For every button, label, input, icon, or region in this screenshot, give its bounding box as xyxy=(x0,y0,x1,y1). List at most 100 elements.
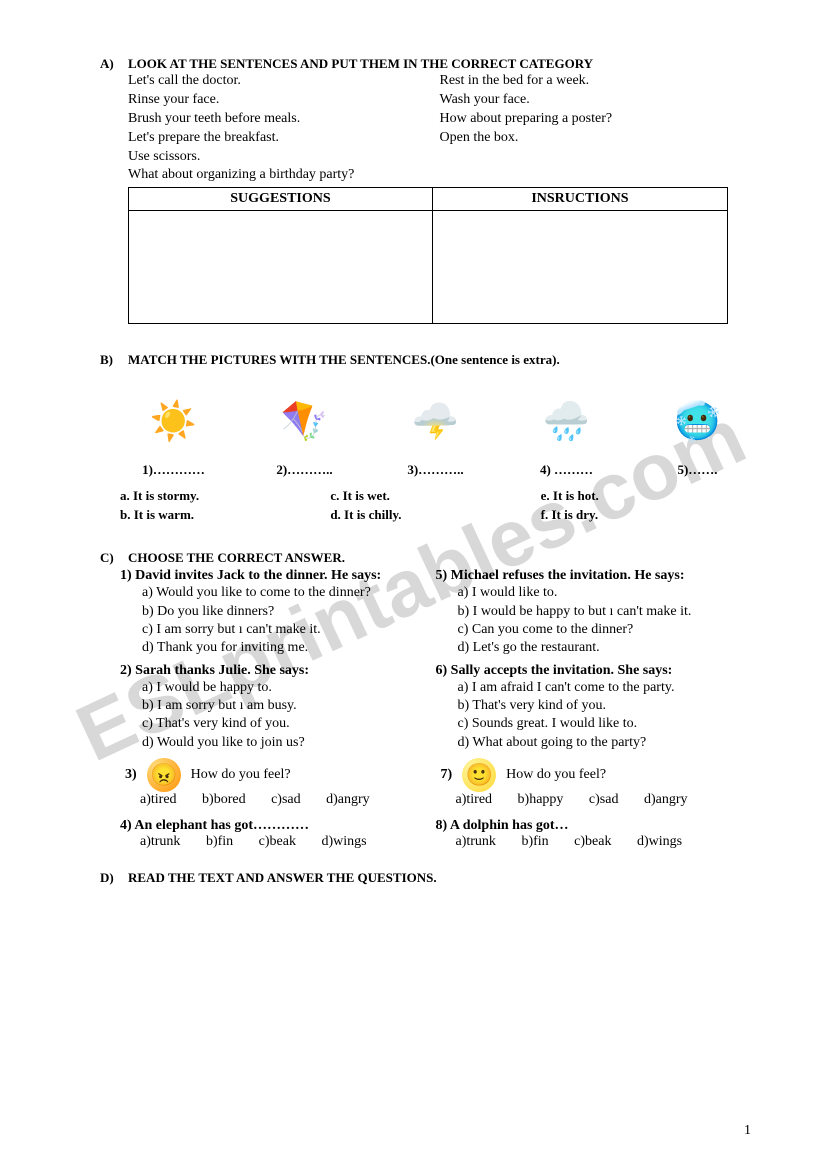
q8-stem: 8) A dolphin has got… xyxy=(436,818,752,834)
q6-b: b) That's very kind of you. xyxy=(458,697,752,715)
section-c-header: C)CHOOSE THE CORRECT ANSWER. xyxy=(100,550,751,566)
section-d-header: D)READ THE TEXT AND ANSWER THE QUESTIONS… xyxy=(100,870,751,886)
sentence: What about organizing a birthday party? xyxy=(128,166,440,185)
picture-3: 🌩️ 3)……….. xyxy=(382,382,489,478)
picture-2: 🪁 2)……….. xyxy=(251,382,358,478)
question-1: 1) David invites Jack to the dinner. He … xyxy=(120,568,436,657)
q6-c: c) Sounds great. I would like to. xyxy=(458,715,752,733)
sentence: Use scissors. xyxy=(128,148,440,167)
sentence: Open the box. xyxy=(440,129,752,148)
q1-a: a) Would you like to come to the dinner? xyxy=(142,584,436,602)
section-b-header: B)MATCH THE PICTURES WITH THE SENTENCES.… xyxy=(100,352,751,368)
q8-c: c)beak xyxy=(574,834,611,849)
question-8: 8) A dolphin has got… a)trunk b)fin c)be… xyxy=(436,818,752,850)
q2-c: c) That's very kind of you. xyxy=(142,715,436,733)
q3-d: d)angry xyxy=(326,792,370,807)
q7-a: a)tired xyxy=(456,792,493,807)
section-a-label: A) xyxy=(100,56,128,72)
questions-columns: 1) David invites Jack to the dinner. He … xyxy=(120,568,751,856)
section-b-title: MATCH THE PICTURES WITH THE SENTENCES.(O… xyxy=(128,352,560,367)
option-d: d. It is chilly. xyxy=(330,507,540,523)
option-a: a. It is stormy. xyxy=(120,488,330,504)
happy-face-icon: 🙂 xyxy=(462,758,496,792)
option-c: c. It is wet. xyxy=(330,488,540,504)
q3-a: a)tired xyxy=(140,792,177,807)
q2-stem: 2) Sarah thanks Julie. She says: xyxy=(120,663,436,679)
q3-c: c)sad xyxy=(271,792,301,807)
option-e: e. It is hot. xyxy=(541,488,751,504)
sentence: Wash your face. xyxy=(440,91,752,110)
question-5: 5) Michael refuses the invitation. He sa… xyxy=(436,568,752,657)
q3-b: b)bored xyxy=(202,792,246,807)
sun-icon: ☀️ xyxy=(124,382,224,462)
option-f: f. It is dry. xyxy=(541,507,751,523)
q7-d: d)angry xyxy=(644,792,688,807)
questions-right: 5) Michael refuses the invitation. He sa… xyxy=(436,568,752,856)
picture-5-label: 5)……. xyxy=(644,462,751,478)
q3-num: 3) xyxy=(125,767,137,783)
suggestions-cell[interactable] xyxy=(129,211,433,324)
q8-a: a)trunk xyxy=(456,834,496,849)
sentence: How about preparing a poster? xyxy=(440,110,752,129)
q7-b: b)happy xyxy=(518,792,564,807)
q2-a: a) I would be happy to. xyxy=(142,679,436,697)
q2-b: b) I am sorry but ı am busy. xyxy=(142,697,436,715)
q4-stem: 4) An elephant has got………… xyxy=(120,818,436,834)
worksheet-page: A)LOOK AT THE SENTENCES AND PUT THEM IN … xyxy=(0,0,821,916)
q4-a: a)trunk xyxy=(140,834,180,849)
picture-4-label: 4) ……… xyxy=(513,462,620,478)
q3-stem: How do you feel? xyxy=(191,767,291,783)
section-a-header: A)LOOK AT THE SENTENCES AND PUT THEM IN … xyxy=(100,56,751,72)
section-c-label: C) xyxy=(100,550,128,566)
sentence: Let's call the doctor. xyxy=(128,72,440,91)
picture-5: 🥶 5)……. xyxy=(644,382,751,478)
q6-stem: 6) Sally accepts the invitation. She say… xyxy=(436,663,752,679)
q1-stem: 1) David invites Jack to the dinner. He … xyxy=(120,568,436,584)
section-d-label: D) xyxy=(100,870,128,886)
sentence: Rinse your face. xyxy=(128,91,440,110)
question-6: 6) Sally accepts the invitation. She say… xyxy=(436,663,752,752)
sentence: Let's prepare the breakfast. xyxy=(128,129,440,148)
pictures-row: ☀️ 1)………… 🪁 2)……….. 🌩️ 3)……….. 🌧️ 4) ………… xyxy=(120,382,751,478)
q5-c: c) Can you come to the dinner? xyxy=(458,621,752,639)
section-a-title: LOOK AT THE SENTENCES AND PUT THEM IN TH… xyxy=(128,56,593,71)
q6-a: a) I am afraid I can't come to the party… xyxy=(458,679,752,697)
q1-d: d) Thank you for inviting me. xyxy=(142,639,436,657)
section-c-title: CHOOSE THE CORRECT ANSWER. xyxy=(128,550,345,565)
q8-d: d)wings xyxy=(637,834,682,849)
cold-icon: 🥶 xyxy=(648,382,748,462)
picture-2-label: 2)……….. xyxy=(251,462,358,478)
instructions-cell[interactable] xyxy=(432,211,727,324)
sentence: Rest in the bed for a week. xyxy=(440,72,752,91)
sentence: Brush your teeth before meals. xyxy=(128,110,440,129)
q1-b: b) Do you like dinners? xyxy=(142,603,436,621)
category-table: SUGGESTIONS INSRUCTIONS xyxy=(128,187,728,324)
q5-stem: 5) Michael refuses the invitation. He sa… xyxy=(436,568,752,584)
question-4: 4) An elephant has got………… a)trunk b)fin… xyxy=(120,818,436,850)
q5-b: b) I would be happy to but ı can't make … xyxy=(458,603,752,621)
q5-a: a) I would like to. xyxy=(458,584,752,602)
q6-d: d) What about going to the party? xyxy=(458,734,752,752)
section-a-sentences: Let's call the doctor. Rinse your face. … xyxy=(128,72,751,185)
q8-b: b)fin xyxy=(521,834,548,849)
question-3: 3) 😠 How do you feel? a)tired b)bored c)… xyxy=(120,758,436,808)
sentences-left-col: Let's call the doctor. Rinse your face. … xyxy=(128,72,440,185)
q7-num: 7) xyxy=(441,767,453,783)
picture-3-label: 3)……….. xyxy=(382,462,489,478)
q4-c: c)beak xyxy=(259,834,296,849)
question-7: 7) 🙂 How do you feel? a)tired b)happy c)… xyxy=(436,758,752,808)
rain-icon: 🌧️ xyxy=(517,382,617,462)
q4-b: b)fin xyxy=(206,834,233,849)
instructions-header: INSRUCTIONS xyxy=(432,188,727,211)
questions-left: 1) David invites Jack to the dinner. He … xyxy=(120,568,436,856)
q5-d: d) Let's go the restaurant. xyxy=(458,639,752,657)
match-options: a. It is stormy. b. It is warm. c. It is… xyxy=(120,488,751,526)
picture-1-label: 1)………… xyxy=(120,462,227,478)
angry-face-icon: 😠 xyxy=(147,758,181,792)
q7-c: c)sad xyxy=(589,792,619,807)
storm-icon: 🌩️ xyxy=(386,382,486,462)
sentences-right-col: Rest in the bed for a week. Wash your fa… xyxy=(440,72,752,185)
q2-d: d) Would you like to join us? xyxy=(142,734,436,752)
q1-c: c) I am sorry but ı can't make it. xyxy=(142,621,436,639)
picture-4: 🌧️ 4) ……… xyxy=(513,382,620,478)
